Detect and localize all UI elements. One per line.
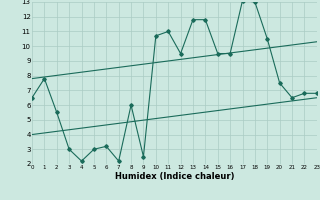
- X-axis label: Humidex (Indice chaleur): Humidex (Indice chaleur): [115, 172, 234, 181]
